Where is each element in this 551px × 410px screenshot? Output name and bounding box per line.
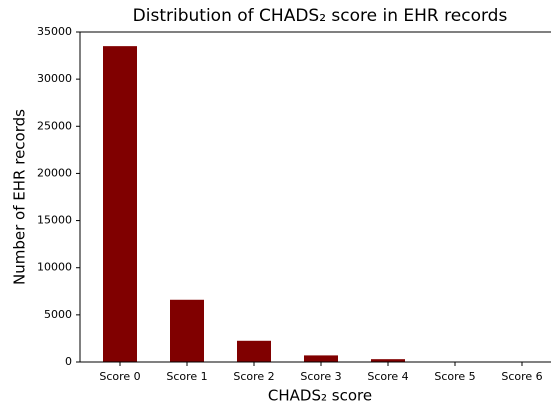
bar bbox=[304, 355, 338, 362]
y-tick-label: 0 bbox=[65, 355, 72, 368]
bar bbox=[237, 340, 271, 362]
y-axis-label: Number of EHR records bbox=[11, 109, 29, 285]
y-tick-label: 5000 bbox=[44, 308, 72, 321]
x-tick-label: Score 5 bbox=[434, 370, 475, 383]
y-tick-label: 15000 bbox=[37, 214, 72, 227]
bar bbox=[170, 299, 204, 362]
chart-title: Distribution of CHADS₂ score in EHR reco… bbox=[133, 6, 508, 26]
y-tick-label: 25000 bbox=[37, 119, 72, 132]
y-tick-label: 20000 bbox=[37, 166, 72, 179]
bar bbox=[103, 46, 137, 363]
y-tick-label: 35000 bbox=[37, 25, 72, 38]
x-tick-label: Score 3 bbox=[300, 370, 341, 383]
x-tick-label: Score 4 bbox=[367, 370, 408, 383]
x-tick-label: Score 0 bbox=[99, 370, 140, 383]
x-axis-label: CHADS₂ score bbox=[268, 387, 372, 405]
y-tick-label: 10000 bbox=[37, 261, 72, 274]
x-tick-label: Score 1 bbox=[166, 370, 207, 383]
x-tick-label: Score 2 bbox=[233, 370, 274, 383]
x-tick-label: Score 6 bbox=[501, 370, 542, 383]
y-tick-label: 30000 bbox=[37, 72, 72, 85]
bar bbox=[371, 359, 405, 362]
